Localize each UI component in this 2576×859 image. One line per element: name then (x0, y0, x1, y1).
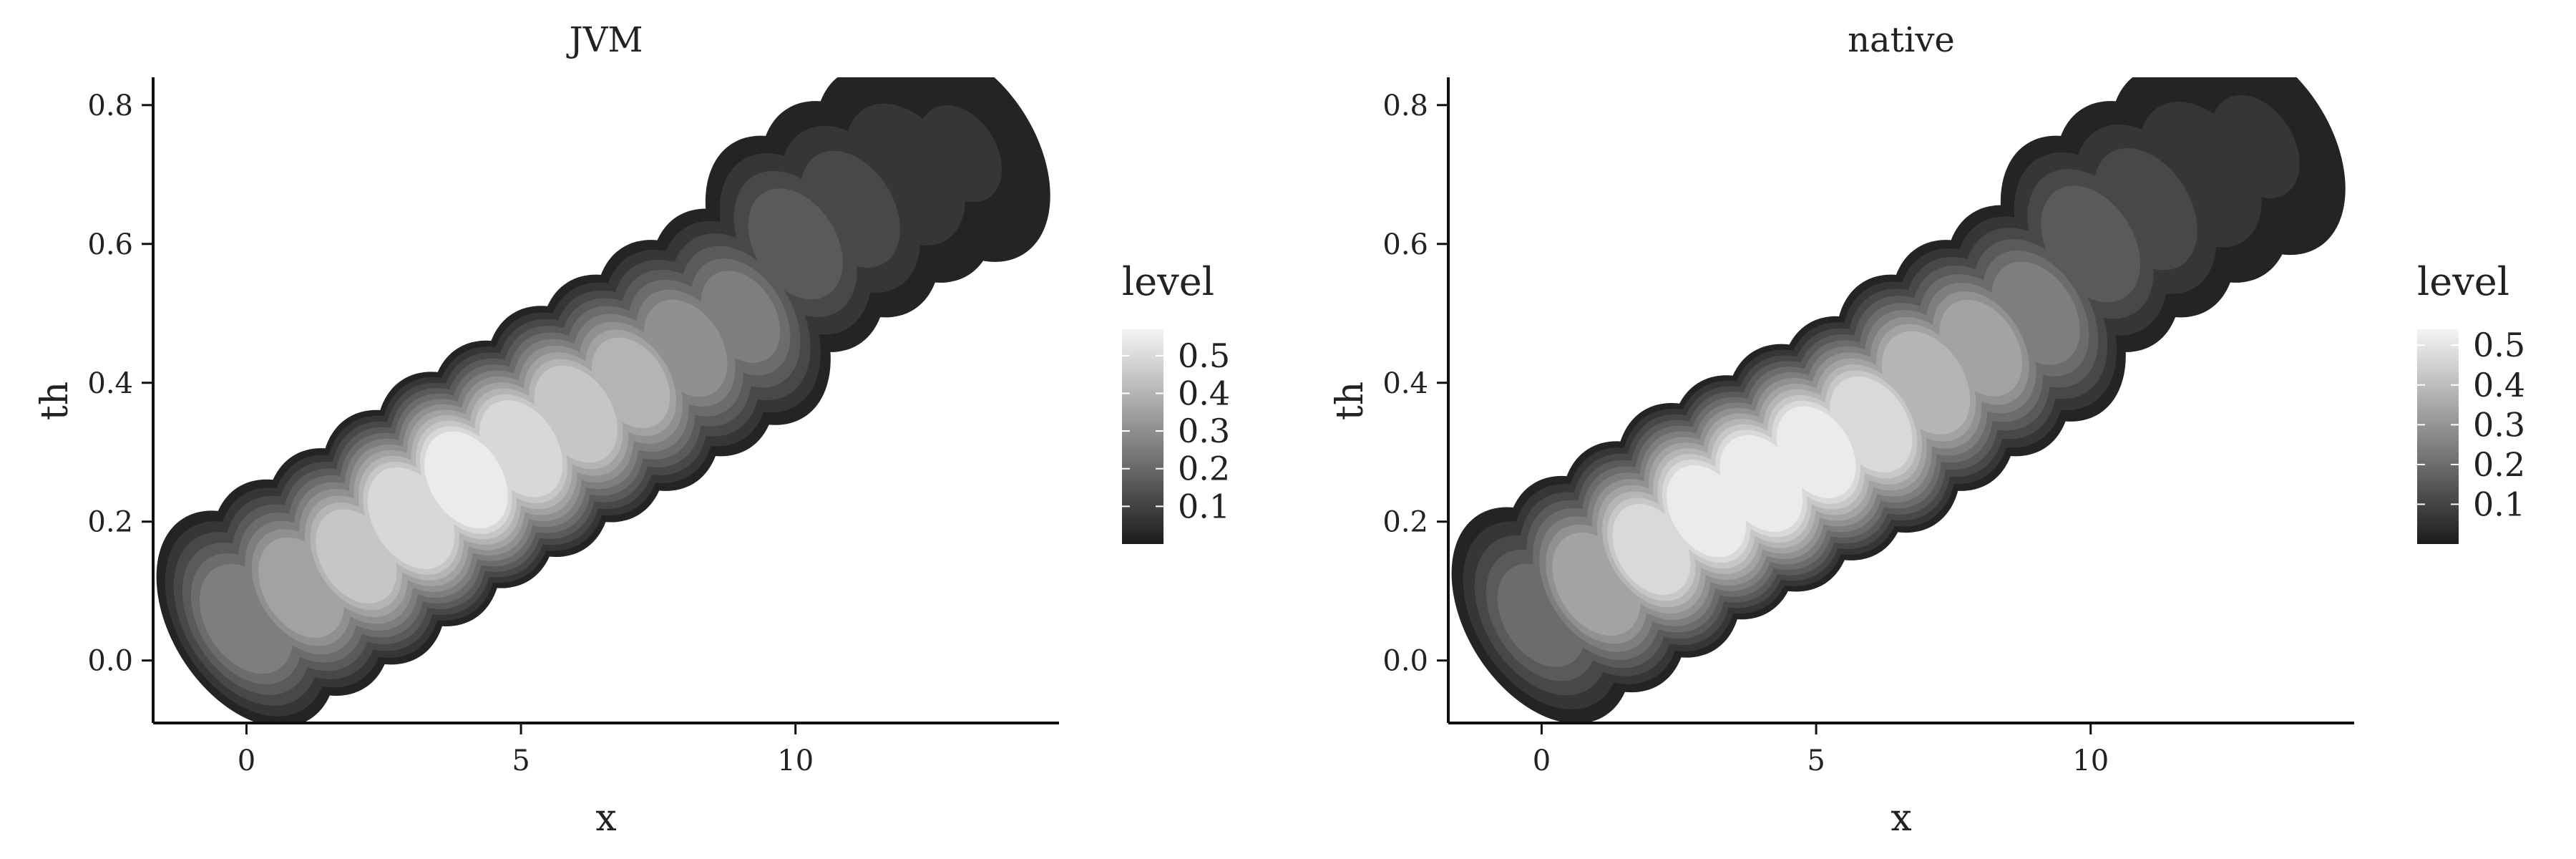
legend-tick-label: 0.5 (2473, 326, 2525, 364)
x-tick-label: 0 (1533, 744, 1551, 777)
y-tick: 0.4 (1382, 367, 1448, 400)
legend-ticks: 0.1 0.2 0.3 0.4 0.5 (1122, 336, 1230, 525)
legend-tick: 0.4 (1122, 374, 1230, 412)
y-tick-label: 0.8 (87, 89, 133, 122)
x-tick-label: 5 (512, 744, 530, 777)
legend-tick-label: 0.3 (1178, 412, 1230, 450)
x-tick: 10 (2072, 723, 2109, 777)
y-axis-title: th (34, 382, 77, 420)
legend-tick: 0.5 (2417, 326, 2525, 364)
legend-colorbar (2417, 329, 2459, 544)
x-ticks: 0 5 10 (1533, 723, 2109, 777)
x-tick-label: 5 (1807, 744, 1825, 777)
legend-title: level (2417, 259, 2509, 304)
y-tick-label: 0.2 (1382, 506, 1428, 539)
legend-tick: 0.5 (1122, 336, 1230, 375)
x-tick-label: 10 (2072, 744, 2109, 777)
density-contour (424, 431, 508, 529)
legend-tick: 0.1 (1122, 487, 1230, 525)
legend-tick-label: 0.3 (2473, 405, 2525, 444)
y-tick: 0.8 (87, 89, 153, 122)
x-tick: 5 (512, 723, 530, 777)
y-tick: 0.4 (87, 367, 153, 400)
legend-colorbar (1122, 329, 1163, 544)
y-tick-label: 0.2 (87, 506, 133, 539)
panel-jvm: JVM 0.0 0.2 0.4 0.6 0.8 0 5 10 x th leve… (34, 20, 1230, 840)
legend-title: level (1122, 259, 1214, 304)
panel-title: JVM (565, 20, 643, 60)
panel-title: native (1848, 20, 1955, 60)
legend-tick-label: 0.2 (2473, 445, 2525, 484)
legend-tick-label: 0.1 (2473, 485, 2525, 523)
density-contour (748, 188, 843, 300)
legend-tick: 0.2 (1122, 450, 1230, 488)
y-tick: 0.8 (1382, 89, 1448, 122)
y-tick: 0.6 (1382, 228, 1448, 261)
y-tick: 0.6 (87, 228, 153, 261)
legend-tick-label: 0.2 (1178, 450, 1230, 488)
y-axis-title: th (1329, 382, 1372, 420)
x-tick: 0 (238, 723, 255, 777)
x-axis-title: x (595, 797, 616, 840)
density-band (424, 431, 508, 529)
y-tick: 0.0 (87, 645, 153, 678)
legend-tick: 0.3 (2417, 405, 2525, 444)
x-tick-label: 0 (238, 744, 255, 777)
legend: level 0.1 0.2 0.3 0.4 0.5 (2417, 259, 2525, 544)
density-contour (918, 105, 1002, 203)
legend-tick-label: 0.5 (1178, 336, 1230, 375)
y-tick: 0.0 (1382, 645, 1448, 678)
y-tick-label: 0.0 (1382, 645, 1428, 678)
density-contour (2041, 185, 2140, 303)
legend-tick: 0.1 (2417, 485, 2525, 523)
x-tick: 5 (1807, 723, 1825, 777)
density-band (1667, 406, 1856, 558)
legend-tick-label: 0.4 (1178, 374, 1230, 412)
panel-native: native 0.0 0.2 0.4 0.6 0.8 0 5 10 x th l… (1329, 20, 2525, 840)
x-tick-label: 10 (777, 744, 814, 777)
y-ticks: 0.0 0.2 0.4 0.6 0.8 (87, 89, 153, 678)
y-tick-label: 0.4 (1382, 367, 1428, 400)
x-ticks: 0 5 10 (238, 723, 814, 777)
x-tick: 0 (1533, 723, 1551, 777)
legend-ticks: 0.1 0.2 0.3 0.4 0.5 (2417, 326, 2525, 523)
density-field (1451, 77, 2346, 723)
y-ticks: 0.0 0.2 0.4 0.6 0.8 (1382, 89, 1448, 678)
x-tick: 10 (777, 723, 814, 777)
y-tick: 0.2 (87, 506, 153, 539)
legend-tick-label: 0.4 (2473, 366, 2525, 404)
y-tick-label: 0.6 (87, 228, 133, 261)
y-tick: 0.2 (1382, 506, 1448, 539)
legend: level 0.1 0.2 0.3 0.4 0.5 (1122, 259, 1230, 544)
density-field (156, 77, 1050, 723)
x-axis-title: x (1890, 797, 1911, 840)
y-tick-label: 0.6 (1382, 228, 1428, 261)
legend-tick: 0.4 (2417, 366, 2525, 404)
y-tick-label: 0.0 (87, 645, 133, 678)
legend-tick: 0.3 (1122, 412, 1230, 450)
y-tick-label: 0.4 (87, 367, 133, 400)
legend-tick-label: 0.1 (1178, 487, 1230, 525)
density-contour (2211, 94, 2300, 199)
y-tick-label: 0.8 (1382, 89, 1428, 122)
density-contour (1776, 406, 1856, 498)
legend-tick: 0.2 (2417, 445, 2525, 484)
